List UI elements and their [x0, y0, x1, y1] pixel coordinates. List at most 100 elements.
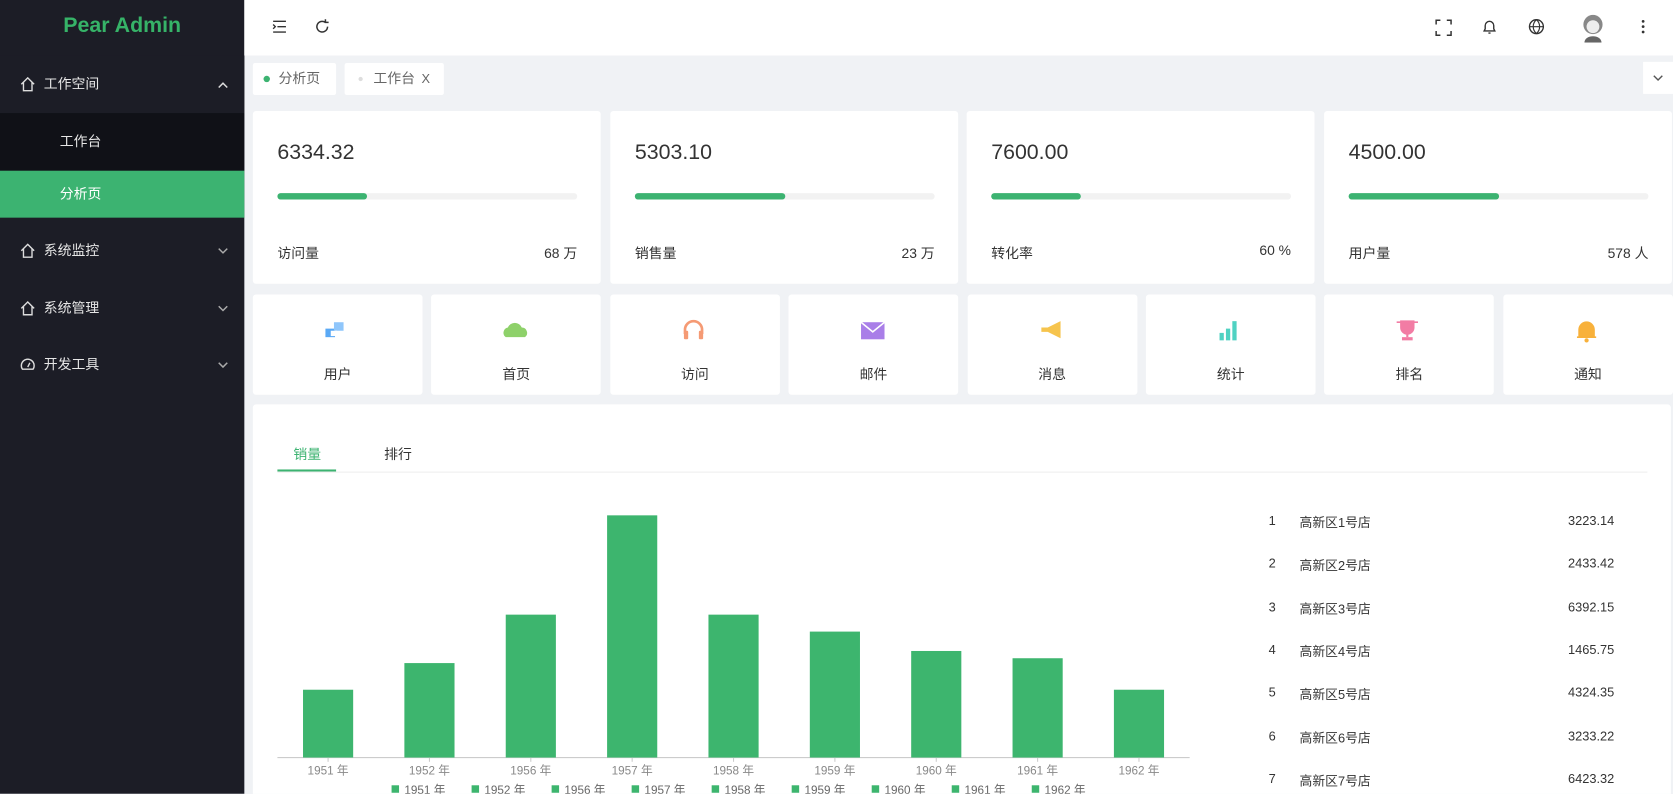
rank-name: 高新区1号店 — [1299, 515, 1371, 531]
shortcut-label: 首页 — [502, 365, 531, 382]
shortcut-card[interactable]: 消息 — [967, 294, 1137, 395]
legend-label: 1959 年 — [804, 783, 845, 794]
menu-item[interactable]: 开发工具 — [0, 336, 244, 394]
shortcut-label: 排名 — [1395, 365, 1424, 382]
panel-tab-active[interactable]: 销量 — [293, 445, 322, 462]
sidebar: Pear Admin 工作空间 工作台 分析页 系统监控 系统管理 开发工具 — [0, 0, 245, 794]
progress-track — [991, 193, 1292, 200]
legend-swatch — [711, 785, 720, 793]
legend-swatch — [631, 785, 640, 793]
legend-swatch — [391, 785, 400, 793]
legend-label: 1952 年 — [484, 783, 525, 794]
arrow-icon — [1653, 75, 1663, 82]
stat-value: 4500.00 — [1348, 140, 1426, 165]
rank-value: 4324.35 — [1568, 685, 1615, 701]
legend-swatch — [1031, 785, 1040, 793]
menu-toggle[interactable] — [272, 19, 287, 34]
tab-close[interactable]: X — [421, 71, 431, 87]
stat-label: 销售量 — [634, 245, 677, 262]
rank-value: 3223.14 — [1568, 513, 1615, 529]
tab[interactable]: 工作台 X — [344, 62, 444, 95]
menu-label: 分析页 — [59, 185, 102, 202]
x-tick-label: 1962 年 — [1118, 764, 1159, 778]
menu-item[interactable]: 系统管理 — [0, 280, 244, 338]
tab-active[interactable]: 分析页 — [252, 62, 337, 95]
x-tick-label: 1958 年 — [713, 764, 754, 778]
panel-tab[interactable]: 排行 — [384, 445, 412, 462]
shortcut-label: 统计 — [1216, 365, 1245, 382]
home-icon — [20, 76, 35, 92]
shortcut-label: 消息 — [1038, 365, 1066, 382]
shortcut-card[interactable]: 统计 — [1145, 294, 1316, 395]
stat-card: 6334.32 访问量 68 万 — [252, 110, 601, 284]
legend-label: 1951 年 — [404, 783, 445, 794]
shortcut-card[interactable]: 访问 — [610, 294, 780, 395]
submenu-item-active[interactable]: 分析页 — [0, 170, 245, 218]
shortcut-card[interactable]: 首页 — [431, 294, 602, 395]
shortcut-card[interactable]: 邮件 — [788, 294, 959, 395]
x-tick-label: 1959 年 — [814, 764, 855, 778]
shortcut-icon — [503, 322, 528, 338]
stat-label: 用户量 — [1348, 245, 1391, 262]
shortcut-icon — [1040, 321, 1061, 339]
rank-number: 3 — [1268, 599, 1276, 615]
rank-value: 2433.42 — [1568, 556, 1615, 572]
bar — [809, 631, 860, 758]
legend-label: 1961 年 — [965, 783, 1006, 794]
legend-label: 1960 年 — [885, 783, 926, 794]
stat-value: 5303.10 — [634, 140, 712, 165]
x-tick-label: 1961 年 — [1017, 764, 1058, 778]
menu-item[interactable]: 系统监控 — [0, 222, 244, 280]
home-icon — [20, 300, 35, 316]
progress-track — [1348, 193, 1649, 200]
shortcut-card[interactable]: 用户 — [252, 294, 423, 395]
rank-number: 7 — [1268, 771, 1276, 787]
tab-dot — [263, 75, 270, 83]
progress-track — [277, 193, 578, 200]
submenu-item[interactable]: 工作台 — [0, 113, 245, 171]
rank-number: 1 — [1268, 513, 1276, 529]
progress-bar — [634, 193, 785, 200]
tab-dropdown[interactable] — [1643, 61, 1673, 94]
progress-bar — [277, 193, 368, 200]
tab-label: 分析页 — [278, 70, 321, 87]
legend-swatch — [871, 785, 880, 793]
shortcut-label: 用户 — [323, 365, 352, 382]
rank-value: 6423.32 — [1568, 771, 1615, 787]
rank-number: 2 — [1268, 556, 1276, 572]
bar — [1012, 658, 1063, 758]
shortcut-card[interactable]: 排名 — [1324, 294, 1495, 395]
logo[interactable]: Pear Admin — [63, 13, 182, 38]
rank-value: 3233.22 — [1568, 728, 1615, 744]
shortcut-card[interactable]: 通知 — [1503, 294, 1673, 395]
more-button[interactable] — [1641, 18, 1645, 35]
arrow-icon — [218, 362, 228, 369]
notice-button[interactable] — [1482, 18, 1497, 35]
avatar[interactable] — [1579, 13, 1607, 43]
x-tick-label: 1951 年 — [308, 764, 349, 778]
shortcut-icon — [683, 319, 704, 340]
bar — [911, 650, 962, 758]
rank-value: 1465.75 — [1568, 642, 1615, 658]
menu-label: 工作空间 — [43, 75, 100, 92]
menu-item[interactable]: 工作空间 — [0, 55, 245, 114]
arrow-icon — [218, 248, 228, 254]
fullscreen-button[interactable] — [1435, 19, 1452, 36]
x-tick-label: 1960 年 — [916, 764, 957, 778]
tab-dot — [358, 76, 363, 82]
bar — [607, 515, 658, 758]
stat-extra: 578 人 — [1607, 245, 1649, 262]
arrow-icon — [218, 82, 228, 89]
legend-label: 1958 年 — [724, 783, 765, 794]
shortcut-icon — [1397, 320, 1419, 341]
menu-label: 系统管理 — [43, 299, 100, 316]
refresh-button[interactable] — [314, 18, 331, 35]
rank-name: 高新区5号店 — [1299, 687, 1371, 703]
shortcut-label: 访问 — [681, 365, 709, 382]
home-icon — [20, 243, 35, 258]
language-button[interactable] — [1528, 18, 1545, 35]
menu-label: 工作台 — [59, 133, 102, 150]
arrow-icon — [218, 305, 228, 312]
